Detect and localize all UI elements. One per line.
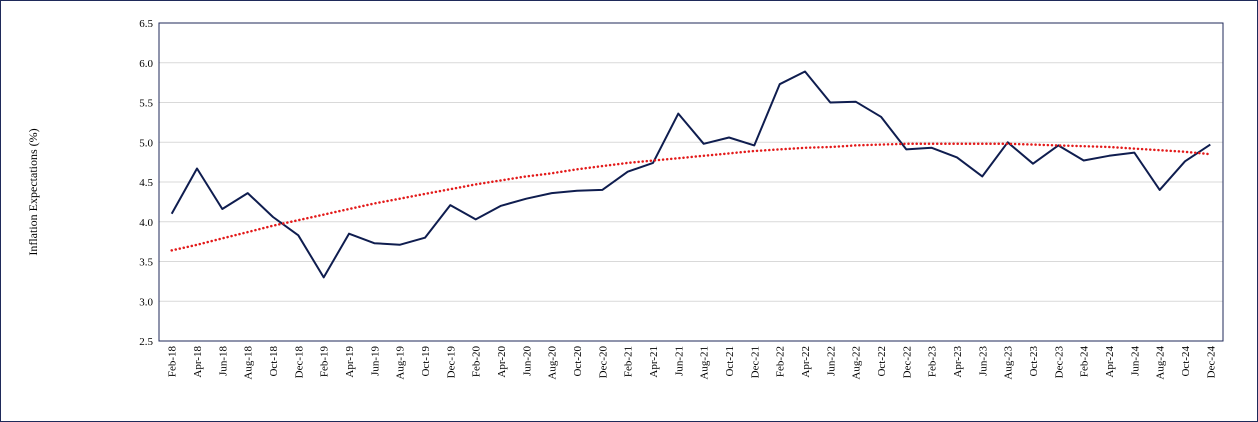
x-tick-label: Feb-23: [927, 346, 939, 378]
y-tick-label: 5.0: [139, 137, 153, 149]
x-tick-label: Feb-19: [319, 346, 331, 378]
x-tick-label: Aug-18: [243, 346, 255, 380]
x-tick-label: Feb-21: [623, 346, 635, 377]
inflation-expectations-series: [170, 70, 1211, 279]
y-tick-label: 3.0: [139, 296, 153, 308]
x-tick-label: Aug-19: [395, 346, 407, 380]
x-tick-label: Dec-18: [293, 346, 305, 379]
x-tick-label: Jun-18: [217, 346, 229, 376]
x-tick-label: Aug-24: [1155, 346, 1167, 380]
x-axis: Feb-18 Apr-18 Jun-18 Aug-18 Oct-18 Dec-18 Feb-…: [167, 346, 1218, 380]
x-tick-label: Dec-21: [749, 346, 761, 378]
x-tick-label: Jun-19: [369, 346, 381, 376]
trendline-series: [170, 142, 1212, 252]
x-tick-label: Feb-22: [775, 346, 787, 377]
y-axis: 2.5 3.0 3.5 4.0 4.5 5.0 5.5 6.0 6.5: [139, 18, 153, 348]
x-tick-label: Jun-22: [825, 346, 837, 376]
x-tick-label: Aug-21: [699, 346, 711, 380]
y-tick-label: 4.5: [139, 177, 153, 189]
x-tick-label: Apr-20: [496, 346, 508, 378]
series-layer: [170, 70, 1212, 279]
x-tick-label: Dec-20: [597, 346, 609, 379]
x-tick-label: Jun-21: [673, 346, 685, 376]
x-tick-label: Jun-20: [521, 346, 533, 376]
x-tick-label: Aug-20: [547, 346, 559, 380]
x-tick-label: Oct-21: [724, 346, 736, 377]
x-tick-label: Aug-22: [851, 346, 863, 380]
x-tick-label: Oct-19: [420, 346, 432, 377]
x-tick-label: Oct-23: [1028, 346, 1040, 377]
x-tick-label: Feb-24: [1079, 346, 1091, 378]
y-tick-label: 5.5: [139, 98, 153, 110]
x-tick-label: Apr-23: [952, 346, 964, 378]
x-tick-label: Oct-18: [268, 346, 280, 377]
x-tick-label: Jun-24: [1129, 346, 1141, 376]
x-tick-label: Oct-22: [876, 346, 888, 377]
x-tick-label: Oct-24: [1180, 346, 1192, 377]
x-tick-label: Dec-22: [901, 346, 913, 378]
y-tick-label: 4.0: [139, 217, 153, 229]
x-tick-label: Aug-23: [1003, 346, 1015, 380]
x-tick-label: Apr-19: [344, 346, 356, 378]
x-tick-label: Jun-23: [977, 346, 989, 376]
y-tick-label: 2.5: [139, 336, 153, 348]
y-tick-label: 6.0: [139, 58, 153, 70]
x-tick-label: Feb-20: [471, 346, 483, 378]
x-tick-label: Dec-23: [1053, 346, 1065, 379]
gridlines: [159, 62, 1223, 302]
y-axis-title: Inflation Expectations (%): [26, 128, 40, 255]
x-tick-label: Dec-24: [1205, 346, 1217, 379]
x-tick-label: Apr-18: [192, 346, 204, 378]
y-tick-label: 3.5: [139, 257, 153, 269]
x-tick-label: Dec-19: [445, 346, 457, 379]
y-tick-label: 6.5: [139, 18, 153, 30]
x-tick-label: Apr-22: [800, 346, 812, 378]
plot-area: [158, 22, 1224, 342]
x-tick-label: Feb-18: [167, 346, 179, 378]
x-tick-label: Apr-21: [648, 346, 660, 378]
x-tick-label: Apr-24: [1104, 346, 1116, 378]
x-tick-label: Oct-20: [572, 346, 584, 377]
